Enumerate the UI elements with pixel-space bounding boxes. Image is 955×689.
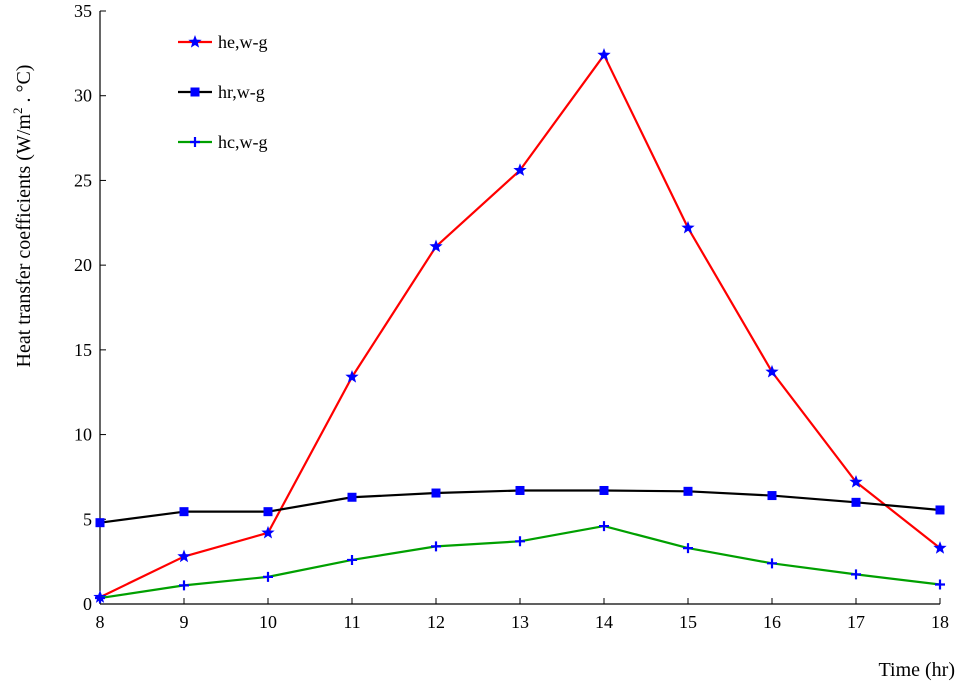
data-point <box>935 505 945 515</box>
data-point <box>347 554 357 565</box>
x-tick-label: 13 <box>511 612 529 632</box>
data-point <box>597 48 611 61</box>
data-point <box>177 549 191 563</box>
data-point <box>263 571 273 582</box>
data-point <box>263 507 273 517</box>
x-tick-label: 17 <box>847 612 865 632</box>
series-layer <box>93 48 947 604</box>
data-point <box>933 541 947 554</box>
legend-label: hc,w-g <box>218 132 267 152</box>
y-tick-label: 15 <box>74 340 92 360</box>
data-point <box>429 239 443 253</box>
legend-swatch-marker <box>188 35 202 48</box>
x-tick-label: 16 <box>763 612 781 632</box>
data-point <box>95 593 105 604</box>
data-point <box>179 580 189 591</box>
data-point <box>935 579 945 590</box>
y-tick-label: 0 <box>83 594 92 614</box>
data-point <box>851 497 861 507</box>
data-point <box>599 485 609 495</box>
data-point <box>347 492 357 502</box>
y-axis-label-sup: 2 <box>10 108 25 115</box>
y-tick-label: 35 <box>74 1 92 21</box>
legend-swatch-marker <box>190 137 200 147</box>
tick-labels: 8 9 10 11 12 13 14 15 16 17 18 0 5 10 15 20 25 30 35 <box>74 1 949 632</box>
legend-swatch-marker <box>190 87 200 97</box>
legend-label: hr,w-g <box>218 82 265 102</box>
data-point <box>431 541 441 552</box>
x-tick-label: 15 <box>679 612 697 632</box>
data-point <box>683 486 693 496</box>
data-point <box>599 521 609 532</box>
series-1 <box>93 48 947 603</box>
series-3 <box>95 521 945 604</box>
legend-item: hr,w-g <box>178 82 265 102</box>
y-axis-label-tail: . °C) <box>13 65 35 108</box>
data-point <box>765 364 779 378</box>
legend-item: he,w-g <box>178 32 267 52</box>
series-2 <box>95 485 945 528</box>
data-point <box>261 525 275 539</box>
x-tick-label: 8 <box>96 612 105 632</box>
x-tick-label: 10 <box>259 612 277 632</box>
legend-label: he,w-g <box>218 32 267 52</box>
data-point <box>345 369 359 383</box>
legend: he,w-g hr,w-g hc,w-g <box>178 32 267 152</box>
data-point <box>515 485 525 495</box>
data-point <box>767 491 777 501</box>
y-tick-label: 10 <box>74 425 92 445</box>
data-point <box>683 543 693 554</box>
data-point <box>767 558 777 569</box>
data-point <box>681 220 695 234</box>
y-tick-label: 5 <box>83 509 92 529</box>
x-axis-label: Time (hr) <box>879 659 955 681</box>
y-tick-label: 30 <box>74 86 92 106</box>
y-tick-label: 25 <box>74 170 92 190</box>
data-point <box>95 518 105 528</box>
x-tick-label: 11 <box>343 612 360 632</box>
x-tick-label: 12 <box>427 612 445 632</box>
data-point <box>431 488 441 498</box>
data-point <box>513 163 527 176</box>
axes <box>99 10 941 605</box>
series-line <box>99 489 941 524</box>
x-tick-label: 14 <box>595 612 613 632</box>
x-tick-label: 18 <box>931 612 949 632</box>
y-tick-label: 20 <box>74 255 92 275</box>
legend-item: hc,w-g <box>178 132 267 152</box>
data-point <box>849 475 863 488</box>
data-point <box>179 507 189 517</box>
y-axis-label-main: Heat transfer coefficients (W/m <box>13 114 35 368</box>
y-axis-label: Heat transfer coefficients (W/m2 . °C) <box>10 65 35 368</box>
x-tick-label: 9 <box>180 612 189 632</box>
data-point <box>515 536 525 547</box>
data-point <box>851 569 861 580</box>
